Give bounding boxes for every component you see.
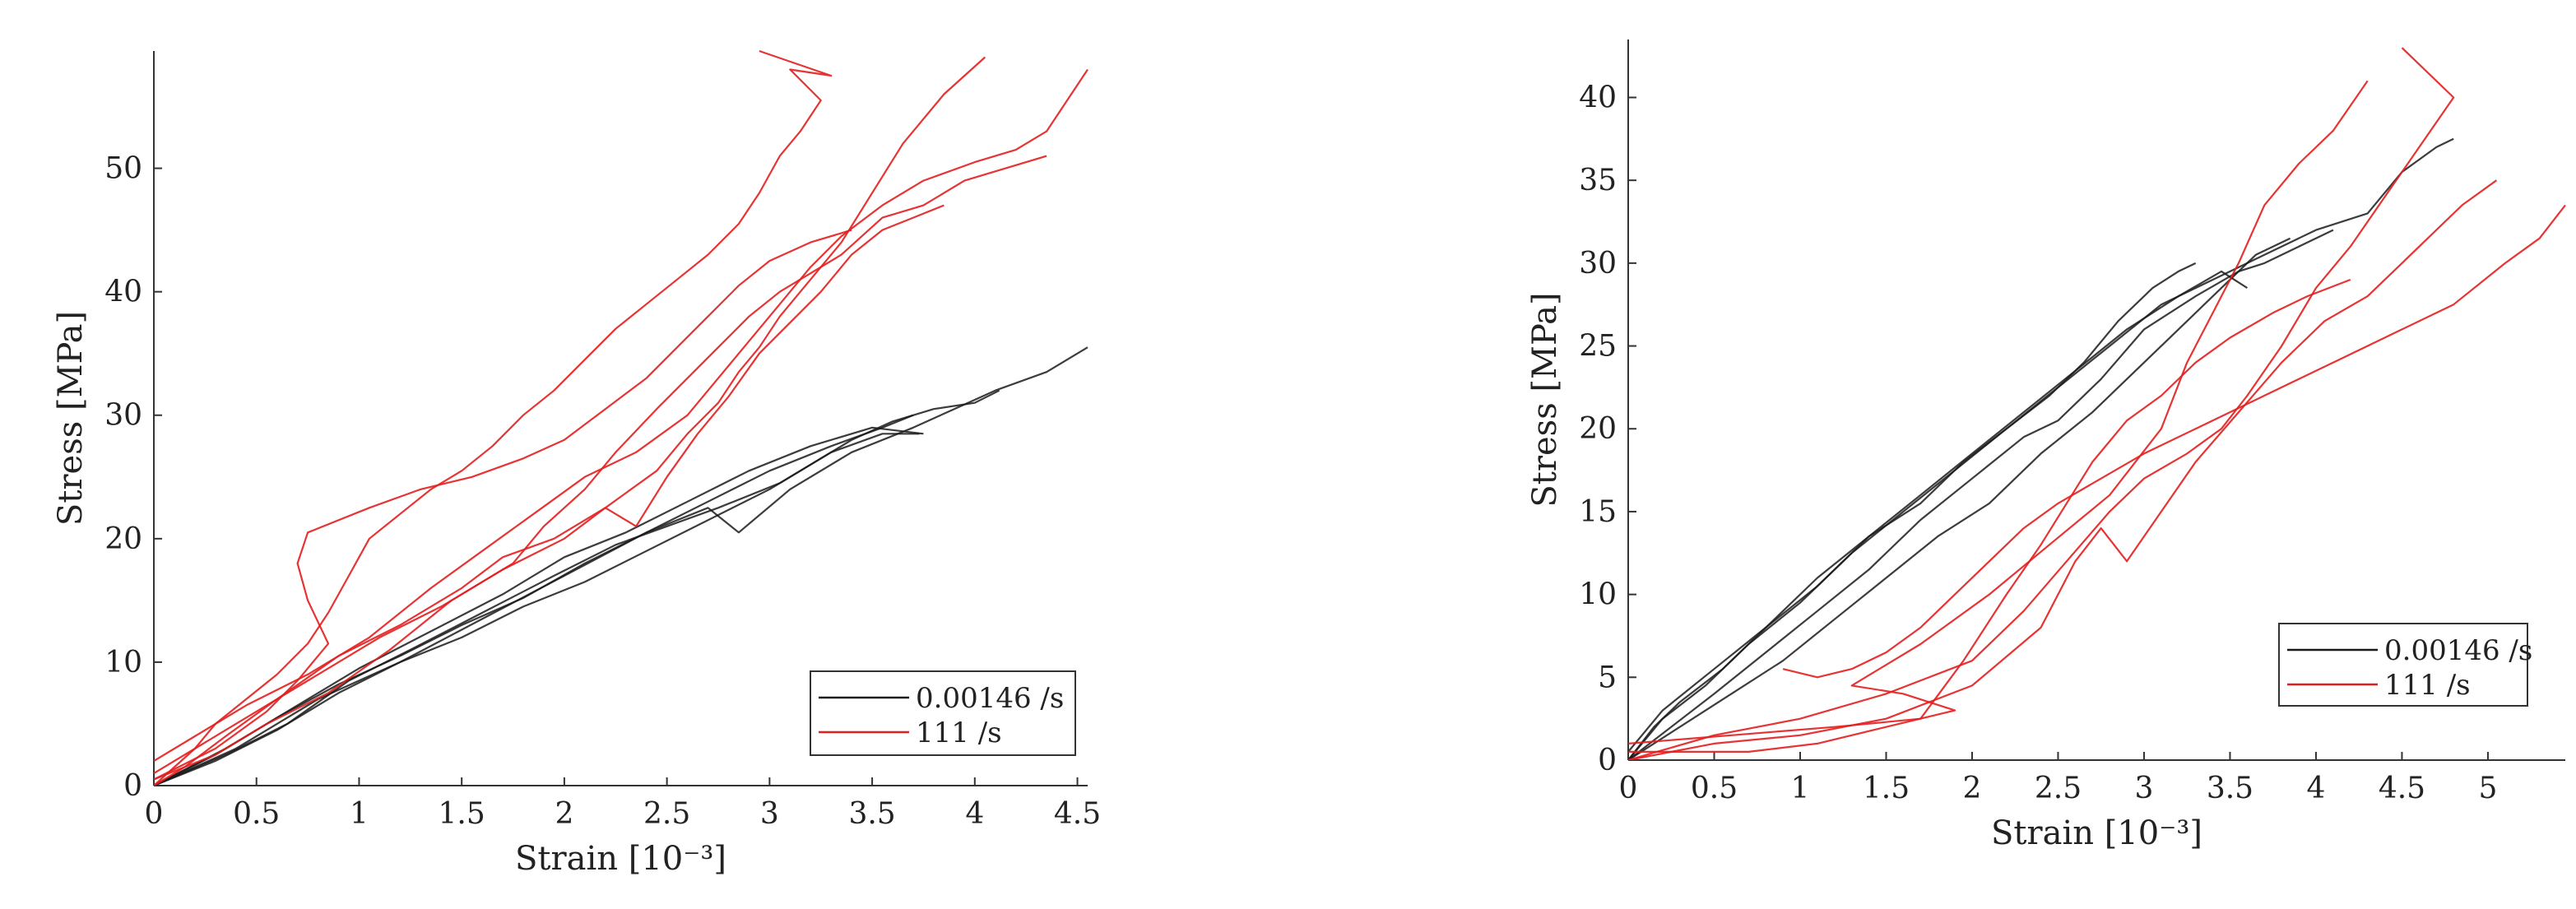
series-line bbox=[154, 433, 920, 786]
series-line bbox=[154, 155, 1047, 781]
series-line bbox=[1628, 270, 2248, 760]
series-line bbox=[154, 229, 852, 781]
x-tick-label: 1 bbox=[1791, 772, 1810, 805]
x-tick-label: 2.5 bbox=[643, 797, 690, 831]
y-tick-label: 15 bbox=[1579, 495, 1617, 529]
y-tick-label: 40 bbox=[104, 276, 142, 309]
x-tick-label: 1 bbox=[350, 797, 369, 831]
y-tick-label: 10 bbox=[104, 646, 142, 679]
series-line bbox=[154, 389, 1000, 786]
legend-label: 0.00146 /s bbox=[916, 682, 1064, 715]
y-tick-label: 0 bbox=[123, 769, 142, 803]
plot-area bbox=[1628, 47, 2566, 760]
x-tick-label: 4 bbox=[965, 797, 984, 831]
y-axis-label: Stress [MPa] bbox=[1526, 292, 1564, 507]
x-tick-label: 3 bbox=[760, 797, 779, 831]
x-tick-label: 2.5 bbox=[2035, 772, 2082, 805]
x-tick-label: 1.5 bbox=[1863, 772, 1910, 805]
series-line bbox=[154, 426, 924, 786]
y-axis-label: Stress [MPa] bbox=[52, 311, 90, 526]
y-tick-label: 5 bbox=[1598, 661, 1617, 694]
x-tick-label: 3.5 bbox=[2207, 772, 2253, 805]
legend-label: 111 /s bbox=[916, 717, 1002, 749]
series-line bbox=[154, 346, 1088, 786]
series-line bbox=[1628, 237, 2291, 760]
x-tick-label: 5 bbox=[2479, 772, 2498, 805]
series-line bbox=[1782, 204, 2566, 679]
x-axis-label: Strain [10⁻³] bbox=[1991, 814, 2202, 852]
series-dynamic bbox=[154, 49, 1088, 786]
y-tick-label: 20 bbox=[104, 522, 142, 556]
y-tick-label: 30 bbox=[1579, 247, 1617, 281]
legend-box bbox=[2278, 623, 2528, 707]
y-tick-label: 0 bbox=[1598, 744, 1617, 777]
x-tick-label: 0 bbox=[1619, 772, 1638, 805]
series-dynamic bbox=[1628, 47, 2566, 760]
x-tick-label: 0.5 bbox=[1691, 772, 1738, 805]
y-tick-label: 30 bbox=[104, 399, 142, 433]
chart-right: 0 0.5 1 1.5 2 2.5 3 3.5 4 4.5 5 0 5 10 15 20 25 30 35 40 Str… bbox=[1526, 39, 2566, 852]
series-line bbox=[154, 56, 986, 786]
series-line bbox=[1628, 179, 2498, 760]
legend-label: 0.00146 /s bbox=[2384, 634, 2532, 667]
y-tick-label: 25 bbox=[1579, 330, 1617, 364]
series-line bbox=[1628, 47, 2455, 760]
plot-area bbox=[154, 49, 1088, 786]
x-tick-label: 4.5 bbox=[2379, 772, 2425, 805]
series-line bbox=[154, 49, 833, 786]
series-line bbox=[1628, 229, 2334, 760]
x-tick-label: 4 bbox=[2307, 772, 2326, 805]
x-tick-label: 0.5 bbox=[233, 797, 280, 831]
series-quasi-static bbox=[154, 346, 1088, 786]
x-tick-label: 1.5 bbox=[439, 797, 485, 831]
series-line bbox=[1628, 278, 2351, 744]
y-tick-label: 20 bbox=[1579, 412, 1617, 446]
series-line bbox=[1628, 262, 2197, 753]
y-tick-label: 35 bbox=[1579, 164, 1617, 197]
series-line bbox=[154, 204, 945, 774]
x-tick-label: 3.5 bbox=[848, 797, 895, 831]
x-axis-label: Strain [10⁻³] bbox=[515, 840, 726, 878]
chart-left: 0 0.5 1 1.5 2 2.5 3 3.5 4 4.5 0 10 20 30 40 50 Strain [1… bbox=[52, 49, 1101, 878]
y-tick-label: 40 bbox=[1579, 81, 1617, 114]
x-tick-label: 0 bbox=[145, 797, 164, 831]
y-tick-label: 50 bbox=[104, 152, 142, 186]
x-tick-label: 2 bbox=[1963, 772, 1982, 805]
x-tick-label: 2 bbox=[555, 797, 573, 831]
x-tick-label: 4.5 bbox=[1054, 797, 1101, 831]
legend-label: 111 /s bbox=[2384, 669, 2471, 702]
legend-box bbox=[810, 670, 1076, 756]
x-tick-label: 3 bbox=[2135, 772, 2154, 805]
series-line bbox=[1628, 80, 2369, 753]
y-tick-label: 10 bbox=[1579, 578, 1617, 612]
series-quasi-static bbox=[1628, 137, 2454, 760]
